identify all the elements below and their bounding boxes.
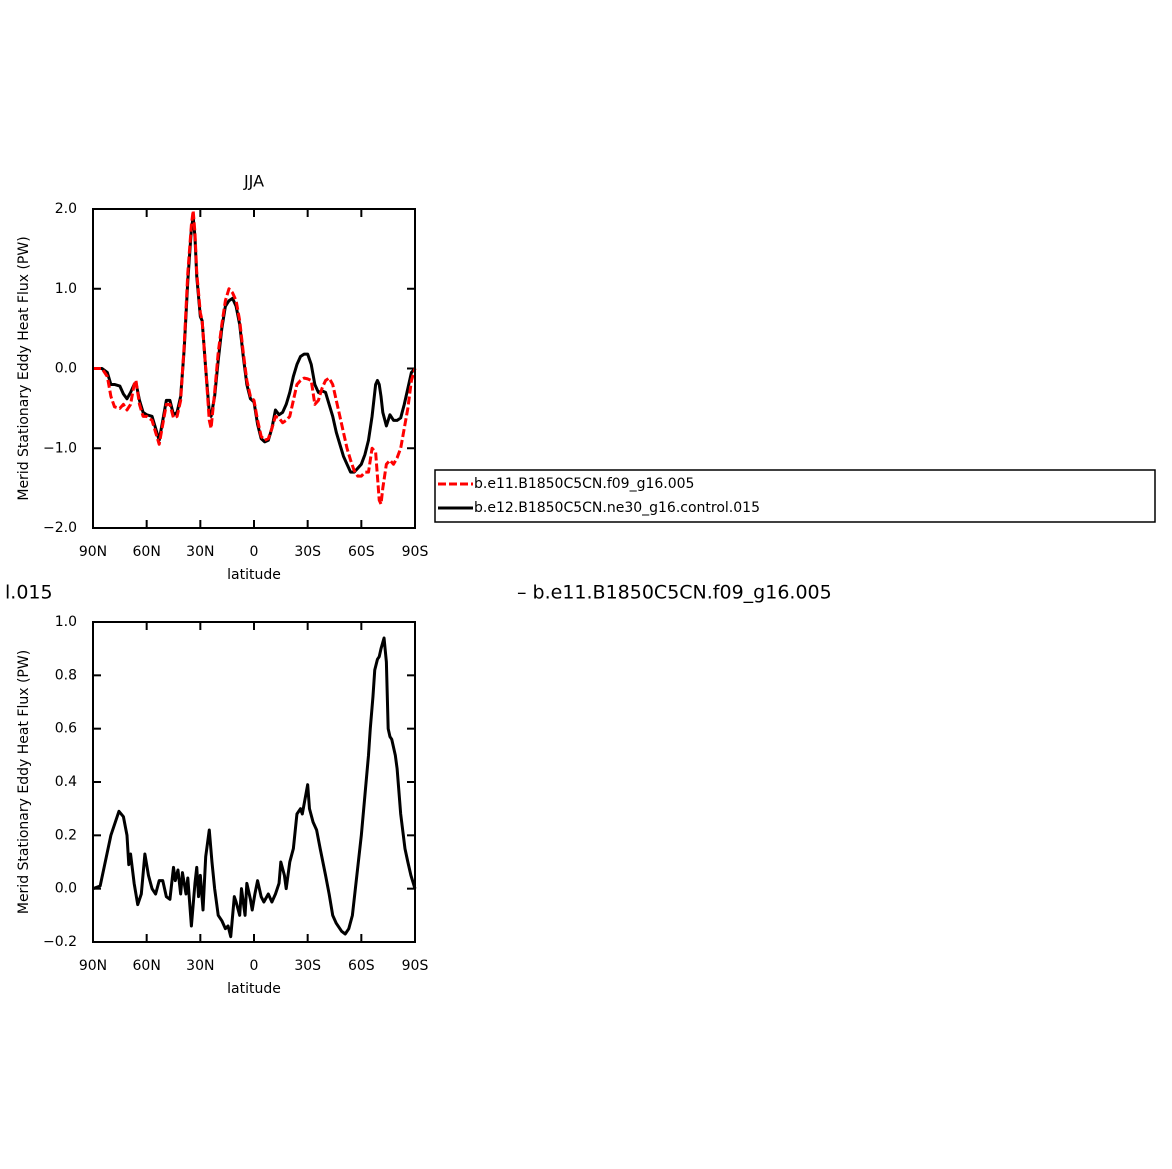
x-tick-label: 90S: [402, 958, 429, 974]
x-tick-label: 60N: [133, 958, 161, 974]
plot-frame: [92, 621, 416, 943]
y-axis-title: Merid Stationary Eddy Heat Flux (PW): [16, 236, 32, 500]
y-tick-label: −0.2: [43, 934, 77, 950]
y-tick-label: 0.0: [55, 881, 77, 897]
y-tick-label: 2.0: [55, 201, 77, 217]
annotation: – b.e11.B1850C5CN.f09_g16.005: [517, 582, 832, 604]
x-tick-label: 90S: [402, 544, 429, 560]
x-tick-label: 0: [250, 958, 259, 974]
x-tick-label: 60N: [133, 544, 161, 560]
plot-frame: [92, 208, 416, 529]
data-line: [92, 636, 417, 939]
y-tick-label: −1.0: [43, 440, 77, 456]
x-tick-label: 30N: [186, 958, 214, 974]
x-axis-title: latitude: [227, 567, 281, 583]
y-tick-label: 0.2: [55, 827, 77, 843]
y-tick-label: 0.4: [55, 774, 77, 790]
legend-box: [434, 469, 1156, 523]
chart-title: JJA: [243, 172, 264, 191]
x-tick-label: 60S: [348, 958, 375, 974]
x-tick-label: 90N: [79, 544, 107, 560]
y-tick-label: 1.0: [55, 614, 77, 630]
data-line: [93, 209, 417, 506]
x-tick-label: 30S: [294, 958, 321, 974]
y-tick-label: 0.6: [55, 721, 77, 737]
x-tick-label: 30N: [186, 544, 214, 560]
x-axis-title: latitude: [227, 981, 281, 997]
y-axis-title: Merid Stationary Eddy Heat Flux (PW): [16, 650, 32, 914]
data-line: [93, 215, 417, 474]
y-tick-label: 1.0: [55, 281, 77, 297]
x-tick-label: 30S: [294, 544, 321, 560]
x-tick-label: 0: [250, 544, 259, 560]
y-tick-label: 0.8: [55, 667, 77, 683]
legend-label: b.e12.B1850C5CN.ne30_g16.control.015: [474, 500, 760, 516]
annotation: l.015: [5, 582, 53, 604]
x-tick-label: 90N: [79, 958, 107, 974]
x-tick-label: 60S: [348, 544, 375, 560]
y-tick-label: 0.0: [55, 361, 77, 377]
y-tick-label: −2.0: [43, 520, 77, 536]
legend-label: b.e11.B1850C5CN.f09_g16.005: [474, 476, 694, 492]
